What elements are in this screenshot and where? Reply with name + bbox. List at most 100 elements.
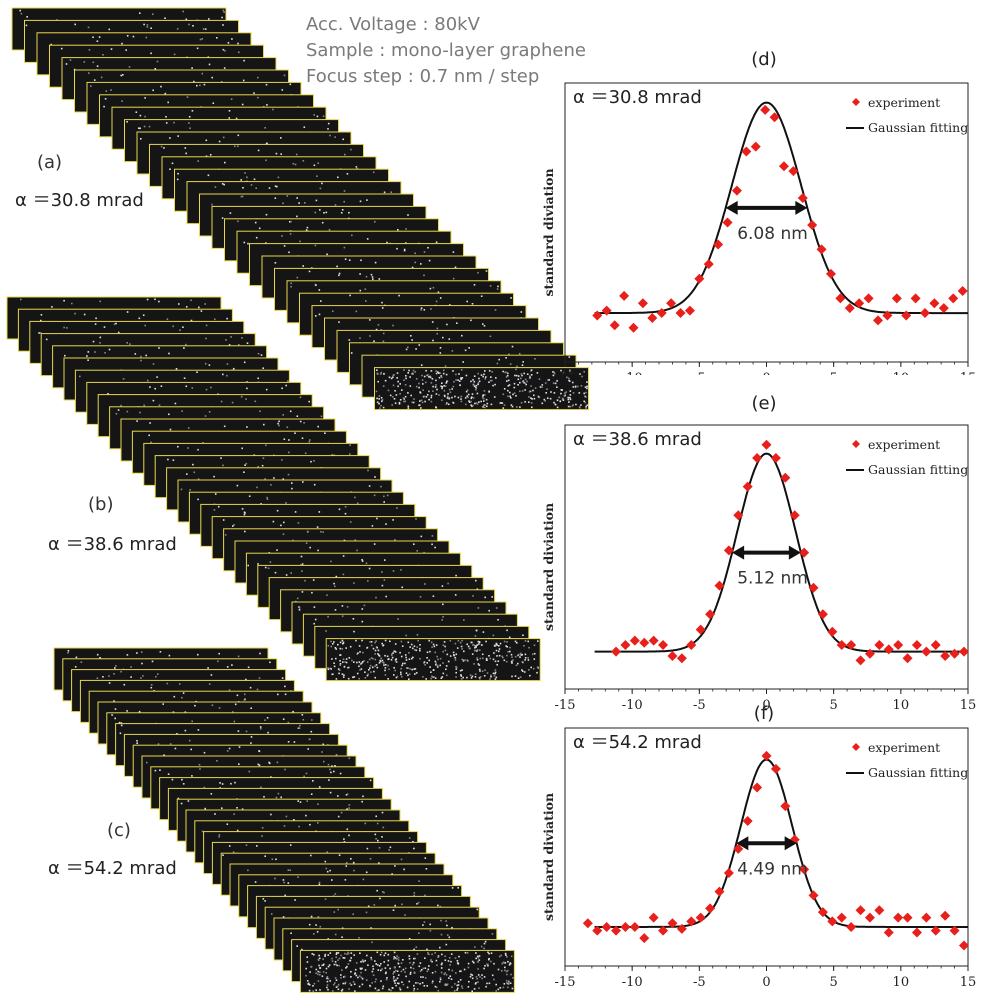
data-point <box>769 112 780 123</box>
data-point <box>723 545 734 556</box>
legend: experiment Gaussian fitting <box>846 740 968 780</box>
data-point <box>891 293 902 304</box>
x-tick-label: 10 <box>893 371 910 375</box>
data-point <box>846 921 857 932</box>
stack-b-label: (b) <box>88 494 114 515</box>
data-point <box>958 646 969 657</box>
data-point <box>807 219 818 230</box>
x-tick-label: -15 <box>555 698 576 713</box>
data-point <box>742 481 753 492</box>
info-focus-step: Focus step : 0.7 nm / step <box>306 66 540 87</box>
fwhm-label: 5.12 nm <box>737 569 808 589</box>
x-tick-label: 15 <box>960 371 977 375</box>
x-tick-label: 5 <box>830 698 838 713</box>
plot-area: -15-10-5051015defocus value [ nm ]standa… <box>543 424 977 717</box>
data-point <box>883 644 894 655</box>
x-tick-label: 15 <box>960 698 977 713</box>
data-point <box>723 868 734 879</box>
stack-a <box>11 7 589 411</box>
data-point <box>882 310 893 321</box>
data-point <box>940 651 951 661</box>
x-tick-label: -15 <box>555 371 576 375</box>
data-point <box>940 910 951 921</box>
chart-e: (e) -15 -10 -5 0 5 10 15 defocus value [ nm ] sta… <box>543 393 977 717</box>
stack-b-frame <box>325 638 541 682</box>
data-point <box>760 104 771 115</box>
data-point <box>921 912 932 923</box>
stack-a-frame <box>374 367 589 411</box>
x-axis-label: defocus value [ nm ] <box>705 715 848 717</box>
x-tick-label: -5 <box>693 698 706 713</box>
x-tick-label: -10 <box>622 371 643 375</box>
data-point <box>611 925 622 936</box>
data-point <box>911 927 922 938</box>
data-point <box>647 312 658 323</box>
legend-experiment: experiment <box>868 95 940 110</box>
plot-area: -15-10-5051015defocus value [ nm ]standa… <box>543 727 977 990</box>
data-point <box>656 308 667 319</box>
data-point <box>874 640 885 650</box>
data-point <box>658 925 669 936</box>
data-point <box>620 640 631 650</box>
data-point <box>676 923 687 934</box>
data-point <box>686 916 697 927</box>
data-point <box>910 293 921 304</box>
data-point <box>761 750 772 761</box>
chart-alpha-label: α ＝38.6 mrad <box>573 429 702 450</box>
data-point <box>825 268 836 279</box>
data-point <box>827 626 838 637</box>
legend-fit: Gaussian fitting <box>868 765 968 780</box>
data-point <box>667 918 678 929</box>
data-point <box>770 453 781 463</box>
chart-alpha-label: α ＝30.8 mrad <box>573 87 702 108</box>
x-tick-label: -5 <box>693 371 706 375</box>
y-axis-label: standard diviation <box>543 503 556 631</box>
data-point <box>957 286 968 297</box>
data-point <box>780 801 791 812</box>
data-point <box>920 308 931 319</box>
y-axis-label: standard diviation <box>543 168 556 296</box>
data-point <box>639 933 650 944</box>
data-point <box>694 273 705 284</box>
data-point <box>639 637 650 648</box>
data-point <box>789 510 800 521</box>
panel-label: (e) <box>751 393 776 414</box>
data-point <box>874 905 885 916</box>
data-point <box>648 635 659 646</box>
stack-a-alpha: α ＝30.8 mrad <box>15 190 144 211</box>
x-tick-label: 15 <box>960 975 977 990</box>
fwhm-label: 4.49 nm <box>737 859 808 879</box>
data-point <box>637 298 648 309</box>
panel-label: (f) <box>754 703 774 724</box>
legend: experiment Gaussian fitting <box>846 95 968 135</box>
data-point <box>770 763 781 774</box>
data-point <box>817 907 828 918</box>
data-point <box>714 886 725 897</box>
data-point <box>846 640 857 650</box>
data-point <box>930 925 941 936</box>
info-sample: Sample : mono-layer graphene <box>306 40 586 61</box>
stack-c-frame <box>299 949 515 993</box>
data-point <box>855 905 866 916</box>
data-point <box>855 655 866 666</box>
data-point <box>948 293 959 304</box>
data-point <box>911 640 922 650</box>
legend-marker <box>852 440 860 448</box>
data-point <box>844 303 855 314</box>
stack-b <box>6 296 541 682</box>
fwhm-arrow <box>736 836 797 851</box>
data-point <box>601 305 612 316</box>
x-tick-label: -10 <box>622 975 643 990</box>
data-point <box>713 239 724 250</box>
data-point <box>817 609 828 620</box>
data-point <box>949 925 960 936</box>
data-point <box>893 912 904 923</box>
data-point <box>883 927 894 938</box>
data-point <box>731 185 742 196</box>
data-point <box>592 925 603 936</box>
data-point <box>705 609 716 620</box>
data-point <box>714 580 725 591</box>
data-point <box>703 259 714 270</box>
data-point <box>902 653 913 664</box>
x-tick-label: -5 <box>693 975 706 990</box>
